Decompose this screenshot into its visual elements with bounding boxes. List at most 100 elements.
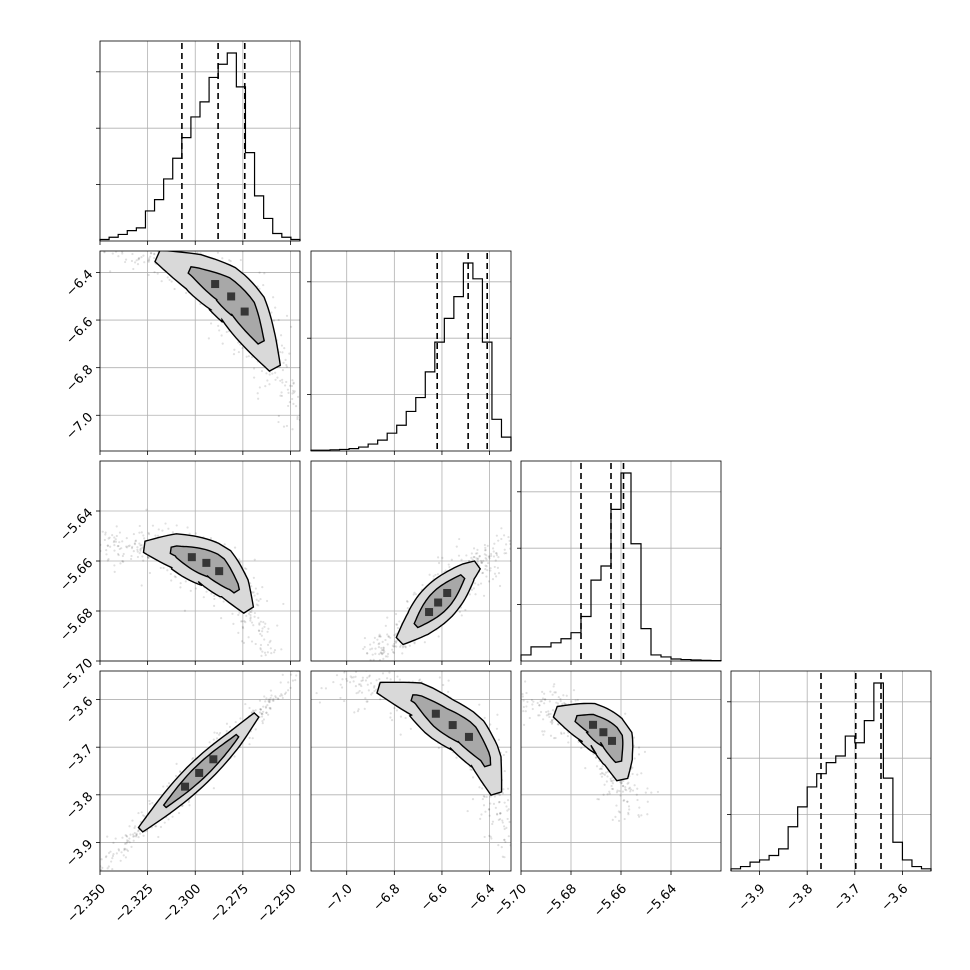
sample-point [262,621,265,624]
sample-point [113,544,116,547]
density-peak [599,728,608,737]
sample-point [408,644,411,647]
sample-point [576,698,579,702]
sample-point [392,645,395,648]
sample-point [465,554,468,557]
sample-point [210,592,213,595]
sample-point [114,540,118,543]
sample-point [268,701,271,704]
sample-point [386,652,390,656]
sample-point [174,576,177,579]
grid-lines [311,461,511,662]
sample-point [383,667,385,669]
sample-point [125,835,129,838]
sample-point [254,587,257,590]
sample-point [487,561,490,565]
sample-point [276,376,279,379]
sample-point [135,834,138,837]
sample-point [295,674,298,677]
sample-point [513,708,515,710]
sample-point [484,557,487,560]
density-peak [431,709,440,718]
sample-point [301,424,303,426]
sample-point [125,834,128,838]
sample-point [489,795,492,798]
sample-point [154,534,157,537]
sample-point [627,781,630,784]
sample-point [622,798,626,802]
sample-point [162,785,165,788]
sample-point [393,642,396,646]
sample-point [140,256,143,259]
sample-point [335,674,339,677]
sample-point [538,714,541,717]
sample-point [270,694,273,697]
sample-point [482,559,485,562]
sample-point [559,699,562,703]
sample-point [122,248,124,250]
sample-point [290,384,294,388]
sample-point [250,585,253,588]
sample-point [188,804,191,807]
sample-point [133,543,137,546]
sample-point [503,548,506,551]
sample-point [219,596,222,600]
sample-point [500,537,503,541]
sample-point [282,602,285,606]
y-tick-label: −5.64 [58,506,97,545]
sample-point [279,681,282,684]
sample-point [608,792,611,795]
sample-point [505,750,508,754]
sample-point [606,775,609,778]
sample-point [221,257,224,260]
sample-point [483,835,486,839]
sample-point [393,706,396,710]
sample-point [315,691,318,695]
sample-point [297,668,299,670]
sample-point [287,391,290,394]
sample-point [267,627,270,630]
sample-point [366,652,369,655]
sample-point [318,414,320,416]
sample-point [481,571,484,575]
sample-point [503,827,506,831]
sample-point [373,689,376,693]
sample-point [254,642,257,646]
sample-point [368,674,371,677]
sample-point [556,702,560,705]
sample-point [121,540,124,543]
sample-point [264,622,267,625]
sample-point [128,837,131,840]
sample-point [498,800,501,804]
sample-point [189,589,192,592]
sample-point [640,814,643,817]
sample-point [253,710,256,713]
sample-point [364,697,367,700]
sample-point [554,736,557,740]
sample-point [617,810,620,813]
sample-point [594,756,597,759]
sample-point [646,800,649,803]
sample-point [308,417,310,419]
sample-point [254,728,257,731]
sample-point [481,571,485,574]
sample-point [167,246,169,248]
sample-point [259,632,262,636]
sample-point [105,873,107,875]
sample-point [381,648,385,652]
sample-point [149,255,152,258]
sample-point [450,558,453,561]
histogram-step [520,472,722,662]
density-peak [425,608,434,617]
sample-point [487,555,490,558]
sample-point [438,676,441,679]
sample-point [406,606,409,610]
sample-point [269,647,272,650]
sample-point [107,851,111,855]
sample-point [547,713,550,716]
sample-point [265,711,268,714]
sample-point [269,696,272,700]
sample-point [547,710,550,713]
sample-point [252,576,255,579]
sample-point [271,699,275,702]
